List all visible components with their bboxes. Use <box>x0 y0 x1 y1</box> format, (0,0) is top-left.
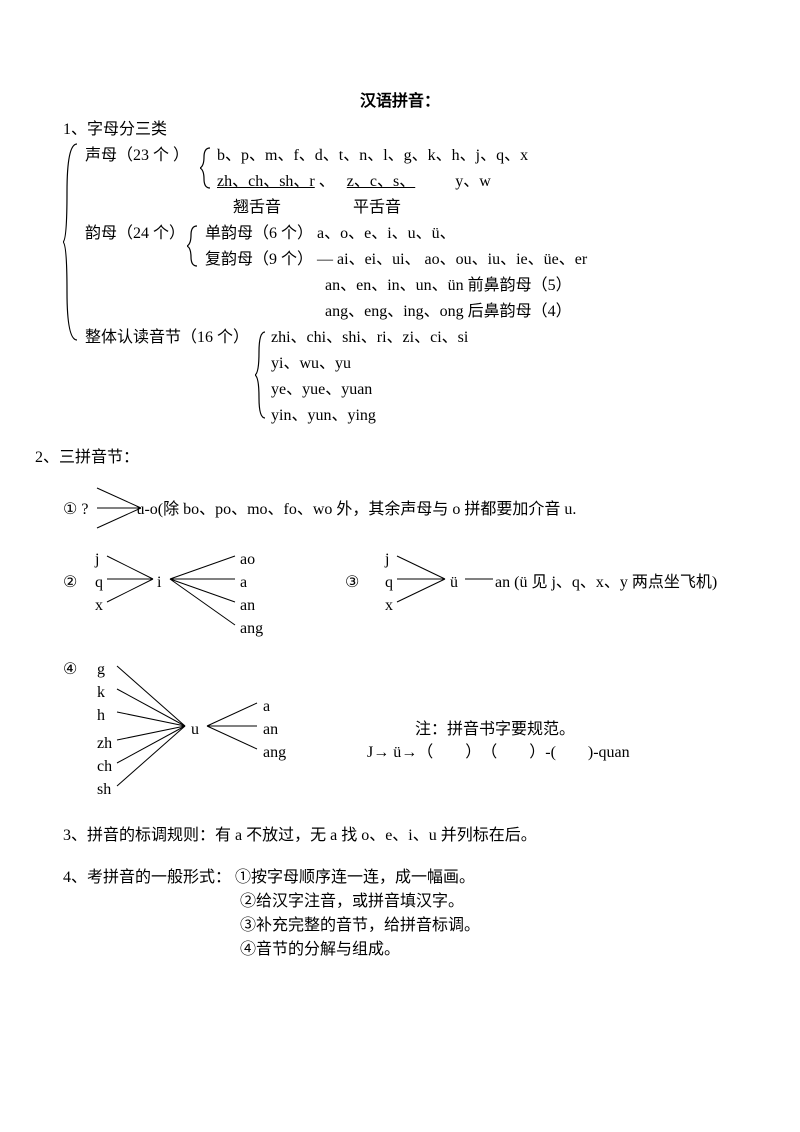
zhengti-l2: yi、wu、yu <box>35 352 765 376</box>
x: x <box>385 594 393 618</box>
spread-lines-icon <box>35 656 785 796</box>
section2-heading: 2、三拼音节： <box>35 446 765 470</box>
x: x <box>95 594 103 618</box>
sub-pingshe: 平舌音 <box>353 199 401 216</box>
fu-label: 复韵母（9 个） <box>205 251 313 268</box>
sep <box>285 199 349 216</box>
zhengti-l4: yin、yun、ying <box>35 404 765 428</box>
note: 注：拼音书字要规范。 <box>415 718 575 742</box>
h: h <box>97 704 105 728</box>
shengmu-yw: y、w <box>455 173 491 190</box>
g: g <box>97 658 105 682</box>
dan-list: a、o、e、i、u、ü、 <box>317 225 456 242</box>
spread-lines-icon <box>35 546 785 646</box>
formula: J→ ü→（ ） （ ）-( )-quan <box>367 741 630 765</box>
q: q <box>95 571 103 595</box>
shengmu-z: z、c、s、 <box>347 173 415 190</box>
s4-l4: ④音节的分解与组成。 <box>35 938 765 962</box>
section4: 4、考拼音的一般形式： ①按字母顺序连一连，成一幅画。 <box>35 866 765 890</box>
an: an <box>495 574 510 591</box>
yunmu-label: 韵母（24 个） <box>85 225 185 242</box>
page-title: 汉语拼音： <box>35 90 765 114</box>
sh: sh <box>97 778 111 802</box>
note-ju: (ü 见 j、q、x、y 两点坐飞机) <box>514 574 717 591</box>
fu-list: ai、ei、ui、 ao、ou、iu、ie、üe、er <box>337 251 587 268</box>
zhengti-l1: zhi、chi、shi、ri、zi、ci、si <box>271 326 468 350</box>
section3: 3、拼音的标调规则：有 a 不放过，无 a 找 o、e、i、u 并列标在后。 <box>35 824 765 848</box>
diagram-1: ① ? u-o(除 bo、po、mo、fo、wo 外，其余声母与 o 拼都要加介… <box>35 480 765 536</box>
k: k <box>97 681 105 705</box>
shengmu-label: 声母（23 个 ） <box>85 147 189 164</box>
ao: ao <box>240 548 255 572</box>
zhengti-l3: ye、yue、yuan <box>35 378 765 402</box>
num2: ② <box>63 571 77 595</box>
s4-l2: ②给汉字注音，或拼音填汉字。 <box>35 890 765 914</box>
a: a <box>240 571 247 595</box>
diagram-4: ④ g k h zh ch sh u a an ang 注：拼音书字要规范。 J… <box>35 656 765 796</box>
sep <box>419 173 451 190</box>
s4-l1: ①按字母顺序连一连，成一幅画。 <box>235 869 475 886</box>
dash: — <box>317 251 333 268</box>
num4: ④ <box>63 658 77 682</box>
dan-label: 单韵母（6 个） <box>205 225 313 242</box>
u-umlaut: ü <box>450 571 458 595</box>
section1-heading: 1、字母分三类 <box>35 118 765 142</box>
a: a <box>263 695 270 719</box>
u: u <box>191 718 199 742</box>
shengmu-zh: zh、ch、sh、r <box>217 173 315 190</box>
an: an <box>263 718 278 742</box>
ch: ch <box>97 755 112 779</box>
sep: 、 <box>319 173 343 190</box>
ang: ang <box>263 741 286 765</box>
j: j <box>95 548 99 572</box>
section-1: 1、字母分三类 声母（23 个 ） b、p、m、f、d、t、n、l、g、k、h、… <box>35 118 765 428</box>
shengmu-line1: b、p、m、f、d、t、n、l、g、k、h、j、q、x <box>217 144 528 168</box>
an: an <box>240 594 255 618</box>
hou-bi: ang、eng、ing、ong 后鼻韵母（4） <box>35 300 765 324</box>
i: i <box>157 571 161 595</box>
item1-text: ① ? u-o(除 bo、po、mo、fo、wo 外，其余声母与 o 拼都要加介… <box>63 498 576 522</box>
zh: zh <box>97 732 112 756</box>
q: q <box>385 571 393 595</box>
num3: ③ <box>345 571 359 595</box>
diagram-2-3: j ② q x i ao a an ang ③ j q x ü an (ü 见 … <box>35 546 765 646</box>
s4-l3: ③补充完整的音节，给拼音标调。 <box>35 914 765 938</box>
j: j <box>385 548 389 572</box>
qian-bi: an、en、in、un、ün 前鼻韵母（5） <box>35 274 765 298</box>
section4-heading: 4、考拼音的一般形式： <box>63 869 231 886</box>
zhengti-label: 整体认读音节（16 个） <box>85 329 249 346</box>
sub-qiaoshe: 翘舌音 <box>233 199 281 216</box>
ang: ang <box>240 617 263 641</box>
